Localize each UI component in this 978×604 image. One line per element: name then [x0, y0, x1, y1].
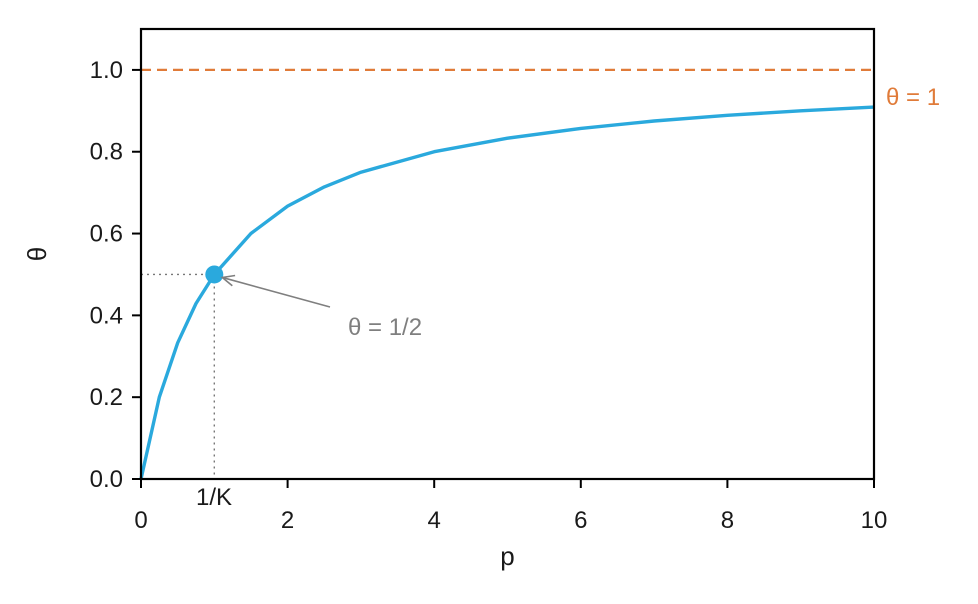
- highlight-annotation: θ = 1/2: [348, 314, 422, 341]
- y-tick-label: 0.6: [90, 221, 123, 248]
- x-tick-label: 8: [721, 507, 734, 534]
- y-tick-label: 0.4: [90, 302, 123, 329]
- y-tick-label: 0.2: [90, 384, 123, 411]
- x-axis-label: p: [500, 541, 514, 571]
- reference-line-label: θ = 1: [886, 84, 940, 111]
- highlight-x-label: 1/K: [196, 484, 232, 511]
- x-tick-label: 4: [428, 507, 441, 534]
- x-tick-label: 0: [134, 507, 147, 534]
- series-line: [139, 105, 875, 480]
- y-tick-label: 0.0: [90, 466, 123, 493]
- y-tick-label: 1.0: [90, 57, 123, 84]
- axis-ticks: 0 2 4 6 8 10 0.0 0.2 0.4 0.6 0.8 1.0: [90, 57, 888, 534]
- plot-area: [139, 68, 875, 480]
- x-tick-label: 10: [861, 507, 888, 534]
- plot-frame: [139, 27, 876, 481]
- y-axis-label: θ: [22, 247, 52, 261]
- annotation-arrow-head: [220, 274, 236, 287]
- y-tick-label: 0.8: [90, 139, 123, 166]
- x-tick-label: 6: [574, 507, 587, 534]
- annotation-arrow-shaft: [222, 276, 331, 308]
- highlight-point: [205, 265, 224, 284]
- x-tick-label: 2: [281, 507, 294, 534]
